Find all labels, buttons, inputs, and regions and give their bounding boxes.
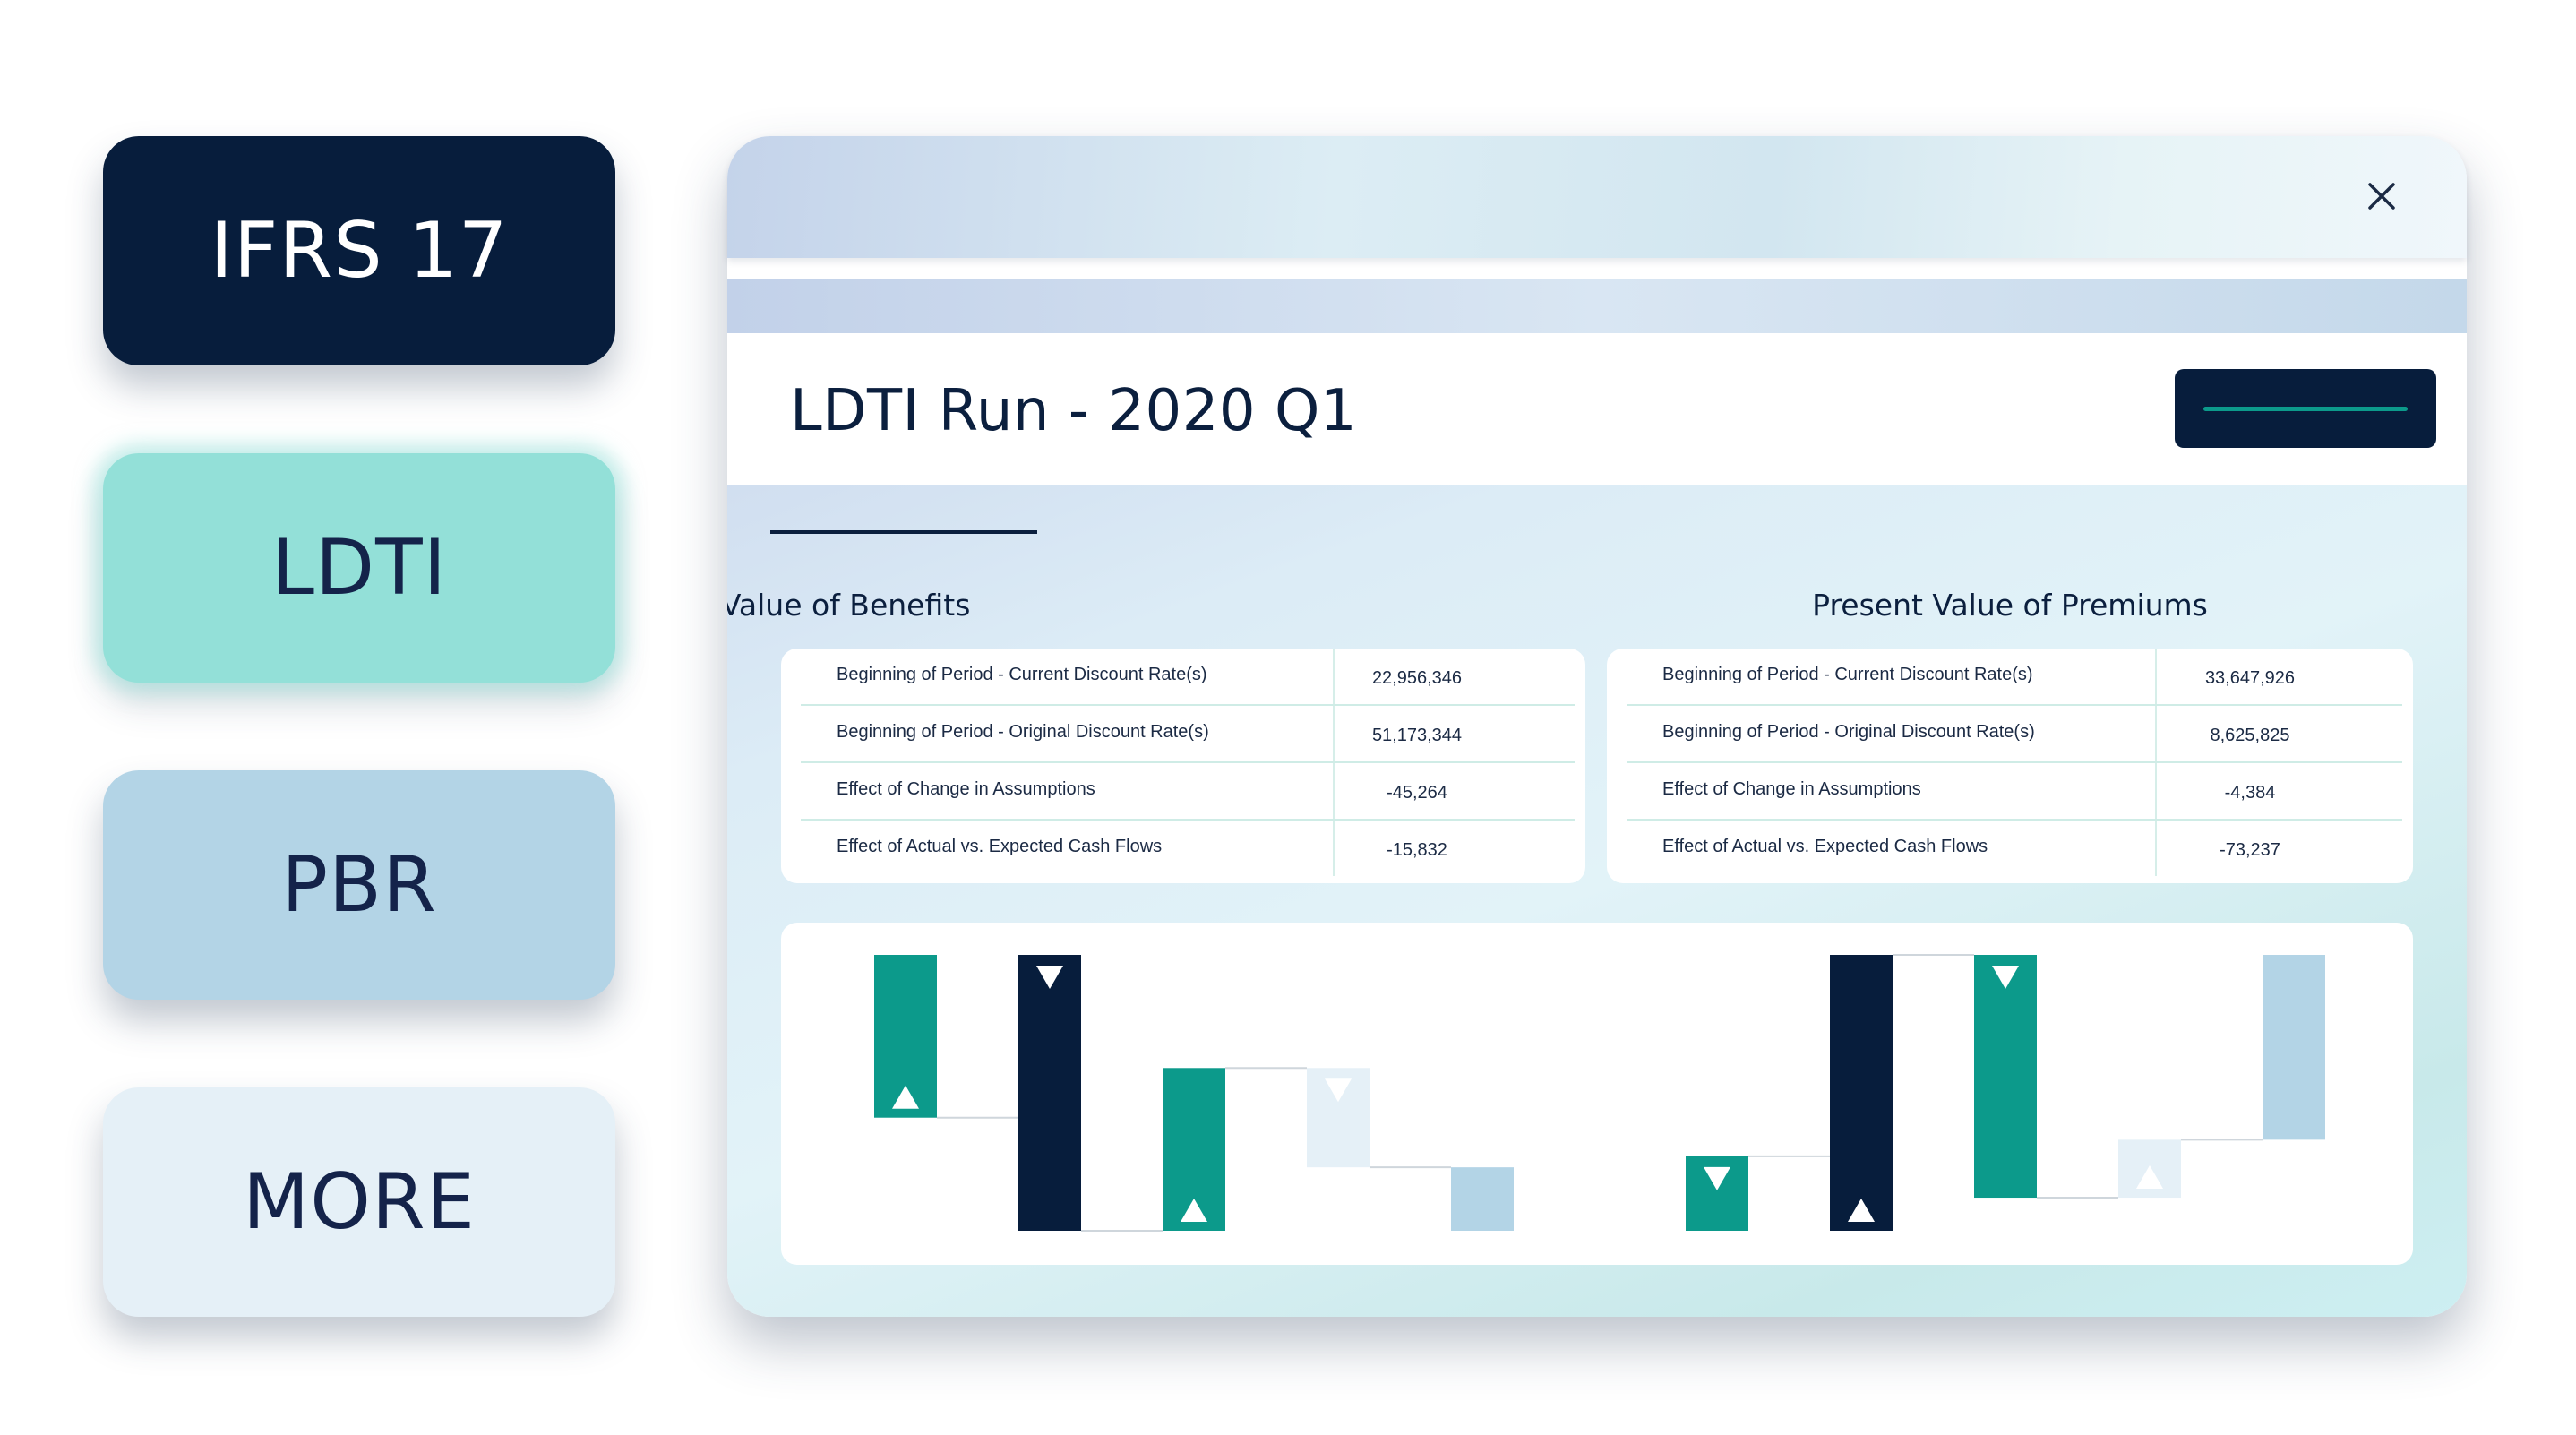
column-divider	[1333, 763, 1335, 819]
column-divider	[2155, 763, 2157, 819]
waterfall-chart-1	[874, 955, 1514, 1232]
table-row: Effect of Change in Assumptions -45,264	[801, 763, 1575, 821]
up-triangle-icon	[2136, 1165, 2163, 1190]
row-label: Effect of Change in Assumptions	[837, 779, 1095, 799]
row-label: Beginning of Period - Original Discount …	[1662, 722, 2035, 742]
table-row: Beginning of Period - Current Discount R…	[1627, 649, 2402, 706]
premiums-table: Beginning of Period - Current Discount R…	[1607, 649, 2413, 883]
sidebar-item-more[interactable]: MORE	[103, 1087, 615, 1317]
row-value: 51,173,344	[1371, 726, 1463, 745]
table-row: Beginning of Period - Original Discount …	[801, 706, 1575, 763]
row-value: 33,647,926	[2204, 668, 2296, 688]
up-triangle-icon	[1181, 1199, 1207, 1222]
row-value: -15,832	[1387, 840, 1447, 860]
premiums-title: Present Value of Premiums	[1812, 588, 2208, 623]
row-label: Beginning of Period - Current Discount R…	[837, 665, 1207, 684]
waterfall-bar	[1974, 955, 2037, 1199]
window-strip	[727, 279, 2467, 333]
row-value: -4,384	[2224, 783, 2276, 803]
table-row: Effect of Change in Assumptions -4,384	[1627, 763, 2402, 821]
header-action-button[interactable]	[2175, 369, 2436, 448]
sidebar-item-label: PBR	[281, 840, 437, 930]
waterfall-charts	[781, 923, 2413, 1265]
column-divider	[2155, 649, 2157, 704]
down-triangle-icon	[1704, 1166, 1730, 1190]
page-title: LDTI Run - 2020 Q1	[790, 378, 1358, 444]
row-label: Beginning of Period - Current Discount R…	[1662, 665, 2033, 684]
row-value: 22,956,346	[1371, 668, 1463, 688]
column-divider	[1333, 649, 1335, 704]
window-titlebar	[727, 136, 2467, 258]
row-value: 8,625,825	[2210, 726, 2290, 745]
waterfall-bar	[2263, 955, 2325, 1140]
column-divider	[1333, 821, 1335, 876]
column-divider	[2155, 821, 2157, 876]
benefits-table: Beginning of Period - Current Discount R…	[781, 649, 1585, 883]
row-label: Beginning of Period - Original Discount …	[837, 722, 1209, 742]
row-label: Effect of Change in Assumptions	[1662, 779, 1921, 799]
section-divider	[770, 530, 1037, 534]
sidebar-item-label: IFRS 17	[210, 206, 509, 296]
chart-canvas	[874, 954, 2325, 1232]
close-icon[interactable]	[2366, 181, 2397, 211]
row-value: -45,264	[1387, 783, 1447, 803]
down-triangle-icon	[1036, 966, 1063, 989]
row-label: Effect of Actual vs. Expected Cash Flows	[1662, 837, 1988, 856]
up-triangle-icon	[892, 1085, 919, 1109]
sidebar-item-label: MORE	[243, 1157, 476, 1247]
header-action-line	[2203, 407, 2408, 411]
table-row: Beginning of Period - Original Discount …	[1627, 706, 2402, 763]
sidebar-item-ifrs17[interactable]: IFRS 17	[103, 136, 615, 365]
column-divider	[1333, 706, 1335, 761]
row-label: Effect of Actual vs. Expected Cash Flows	[837, 837, 1163, 856]
waterfall-bar	[1830, 955, 1893, 1231]
up-triangle-icon	[1848, 1199, 1875, 1222]
table-row: Beginning of Period - Current Discount R…	[801, 649, 1575, 706]
window-body: LDTI Run - 2020 Q1 Present Value of Bene…	[727, 279, 2467, 1317]
down-triangle-icon	[1325, 1078, 1352, 1103]
down-triangle-icon	[1992, 966, 2019, 989]
benefits-title: Present Value of Benefits	[727, 588, 971, 623]
waterfall-chart-2	[1686, 954, 2325, 1231]
sidebar-item-label: LDTI	[270, 523, 448, 613]
column-divider	[2155, 706, 2157, 761]
waterfall-bar	[1018, 955, 1081, 1231]
sidebar-item-ldti[interactable]: LDTI	[103, 453, 615, 683]
sidebar-item-pbr[interactable]: PBR	[103, 770, 615, 1000]
table-row: Effect of Actual vs. Expected Cash Flows…	[801, 821, 1575, 876]
row-value: -73,237	[2220, 840, 2280, 860]
waterfall-bar	[1451, 1167, 1514, 1231]
page-header: LDTI Run - 2020 Q1	[727, 333, 2467, 485]
table-row: Effect of Actual vs. Expected Cash Flows…	[1627, 821, 2402, 876]
